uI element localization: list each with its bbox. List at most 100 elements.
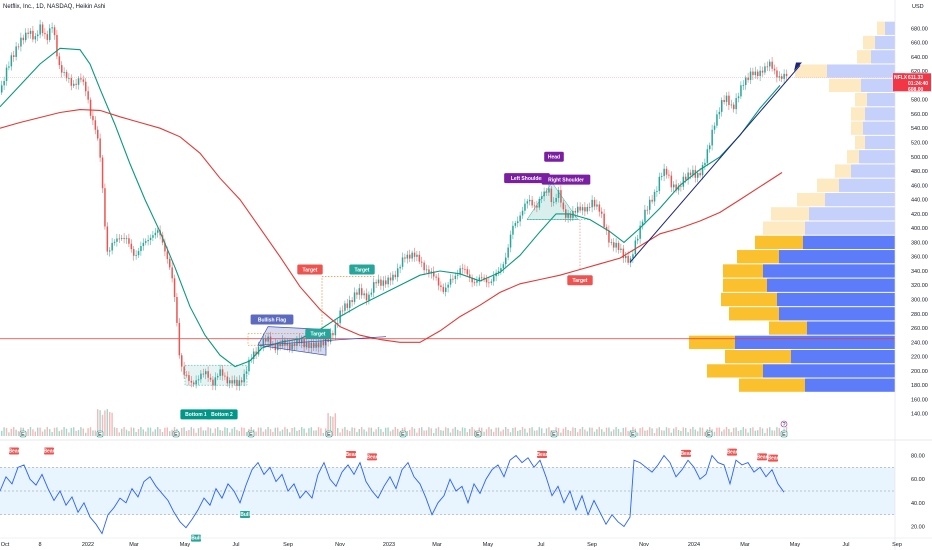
candle-body [22, 37, 25, 41]
vp-up-bar [851, 121, 863, 135]
volume-bar [507, 428, 509, 436]
target-projection [321, 276, 375, 334]
candles [1, 19, 788, 436]
candle-body [653, 191, 656, 202]
time-tick: 2023 [383, 542, 395, 548]
volume-bar [298, 429, 300, 436]
earnings-marker: E [98, 432, 102, 438]
volume-bar [188, 430, 190, 436]
candle-body [471, 277, 473, 283]
candle-body [226, 376, 229, 384]
candle-body [675, 184, 677, 191]
volume-bar [262, 431, 264, 436]
candle-body [721, 100, 723, 112]
vp-down-bar [885, 21, 895, 35]
vp-up-bar [729, 307, 779, 321]
volume-bar [675, 427, 677, 436]
pattern-label: Bottom 2 [211, 412, 233, 418]
rsi-signal: Bear [345, 452, 356, 458]
rsi-signal: Bear [8, 448, 19, 454]
price-tick: 420.00 [911, 212, 928, 218]
volume-bar [265, 429, 267, 436]
candle-body [284, 339, 286, 346]
candle-body [51, 27, 53, 29]
vp-up-bar [763, 221, 805, 235]
volume-bar [425, 430, 428, 436]
candle-body [39, 24, 41, 35]
volume-bar [97, 409, 99, 436]
rsi-signal-bg [757, 453, 767, 461]
volume-bar [670, 432, 672, 436]
volume-bar [51, 431, 53, 436]
price-tick: 520.00 [911, 140, 928, 146]
candle-body [757, 71, 759, 77]
pattern-label: Bottom 1 [185, 412, 207, 418]
candle-body [555, 197, 557, 202]
candle-body [704, 162, 706, 166]
candle-body [317, 342, 320, 348]
volume-bar [305, 432, 308, 436]
candle-body [190, 380, 193, 383]
volume-bar [197, 428, 200, 436]
pattern-label: Target [355, 267, 370, 273]
candle-body [476, 280, 478, 283]
volume-bar [572, 427, 574, 436]
volume-bar [296, 430, 298, 436]
volume-bar [622, 427, 624, 436]
candle-body [536, 205, 538, 208]
volume-bar [445, 427, 447, 436]
volume-bar [579, 428, 581, 436]
vp-down-bar [825, 192, 895, 207]
candle-body [15, 46, 17, 57]
vp-down-bar [805, 221, 895, 235]
candle-body [524, 203, 526, 211]
volume-bar [509, 432, 512, 436]
volume-bar [181, 427, 183, 436]
volume-bar [37, 427, 39, 436]
volume-bar [771, 430, 773, 436]
candle-body [567, 214, 569, 218]
volume-bar [193, 428, 195, 436]
hs-pattern [526, 182, 579, 220]
candle-body [440, 285, 442, 287]
volume-bar [718, 427, 720, 436]
rsi-tick: 80.00 [911, 453, 925, 459]
candle-body [27, 32, 29, 34]
candle-body [248, 359, 250, 372]
price-tick: 240.00 [911, 340, 928, 346]
volume-bar [5, 427, 8, 436]
candle-body [399, 266, 401, 269]
candle-body [296, 338, 298, 346]
candle-body [289, 343, 291, 350]
time-tick: Sep [587, 542, 597, 548]
volume-bar [56, 427, 58, 436]
candle-body [550, 188, 553, 203]
candle-body [490, 281, 493, 283]
candle-body [697, 173, 699, 178]
price-tick: 340.00 [911, 269, 928, 275]
candle-body [730, 104, 733, 106]
volume-bar [322, 432, 324, 436]
volume-bar [260, 427, 262, 436]
candle-body [20, 37, 22, 47]
volume-bar [128, 431, 130, 436]
candle-body [517, 221, 519, 224]
candle-body [473, 282, 476, 284]
vp-up-bar [797, 192, 825, 207]
volume-bar [281, 429, 284, 436]
vp-up-bar [721, 292, 777, 307]
candle-body [238, 380, 241, 386]
volume-bar [212, 432, 214, 436]
vp-down-bar [763, 364, 895, 378]
candle-body [70, 78, 73, 86]
volume-bar [341, 428, 344, 436]
vp-down-bar [779, 250, 895, 264]
candle-body [236, 379, 238, 386]
volume-bar [109, 412, 111, 436]
earnings-marker-bg [399, 430, 407, 438]
earnings-marker-bg [705, 430, 713, 438]
price-tick: 480.00 [911, 169, 928, 175]
vp-down-bar [851, 164, 895, 178]
candle-body [269, 336, 272, 346]
